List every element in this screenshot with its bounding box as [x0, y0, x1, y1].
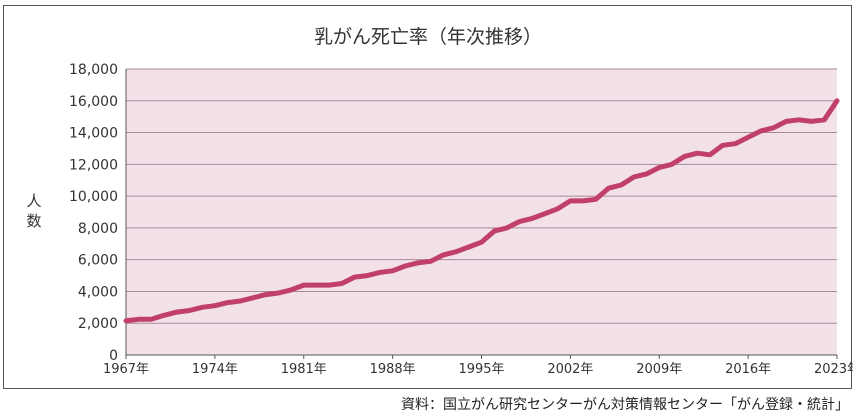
y-tick-label: 8,000 [78, 221, 118, 237]
y-axis-label-char: 人 [26, 192, 41, 210]
y-tick-label: 12,000 [69, 157, 118, 173]
chart-frame: 乳がん死亡率（年次推移） 人数 0 2,000 4,000 6,000 8,000 10,… [3, 5, 853, 389]
gridlines [126, 68, 837, 324]
y-tick-label: 0 [109, 348, 118, 364]
y-tick-label: 18,000 [69, 62, 118, 78]
y-axis-ticks: 0 2,000 4,000 6,000 8,000 10,000 12,000 14,000 1… [69, 62, 118, 364]
x-axis-ticks: 1967年 1974年 1981年 1988年 1995年 2002年 2009年 2016年… [103, 355, 853, 377]
x-tick-label: 1974年 [192, 362, 238, 377]
y-tick-label: 10,000 [69, 189, 118, 205]
line-chart: 乳がん死亡率（年次推移） 人数 0 2,000 4,000 6,000 8,000 10,… [26, 26, 853, 377]
chart-title: 乳がん死亡率（年次推移） [314, 26, 542, 48]
x-tick-label: 2023年 [814, 362, 853, 377]
series-line [123, 98, 840, 324]
x-tick-label: 1988年 [370, 362, 416, 377]
x-tick-label: 1967年 [103, 362, 149, 377]
x-tick-label: 2016年 [725, 362, 771, 377]
x-tick-label: 2002年 [547, 362, 593, 377]
source-note: 資料：国立がん研究センターがん対策情報センター「がん登録・統計」 [401, 397, 849, 413]
x-tick-label: 1995年 [458, 362, 504, 377]
y-axis-label: 人数 [26, 192, 41, 230]
y-tick-label: 2,000 [78, 316, 118, 332]
y-tick-label: 4,000 [78, 284, 118, 300]
x-tick-label: 2009年 [636, 362, 682, 377]
x-tick-label: 1981年 [281, 362, 327, 377]
y-axis-label-char: 数 [26, 212, 41, 230]
plot-area [126, 69, 837, 355]
y-tick-label: 6,000 [78, 253, 118, 269]
y-tick-label: 16,000 [69, 94, 118, 110]
y-tick-label: 14,000 [69, 126, 118, 142]
